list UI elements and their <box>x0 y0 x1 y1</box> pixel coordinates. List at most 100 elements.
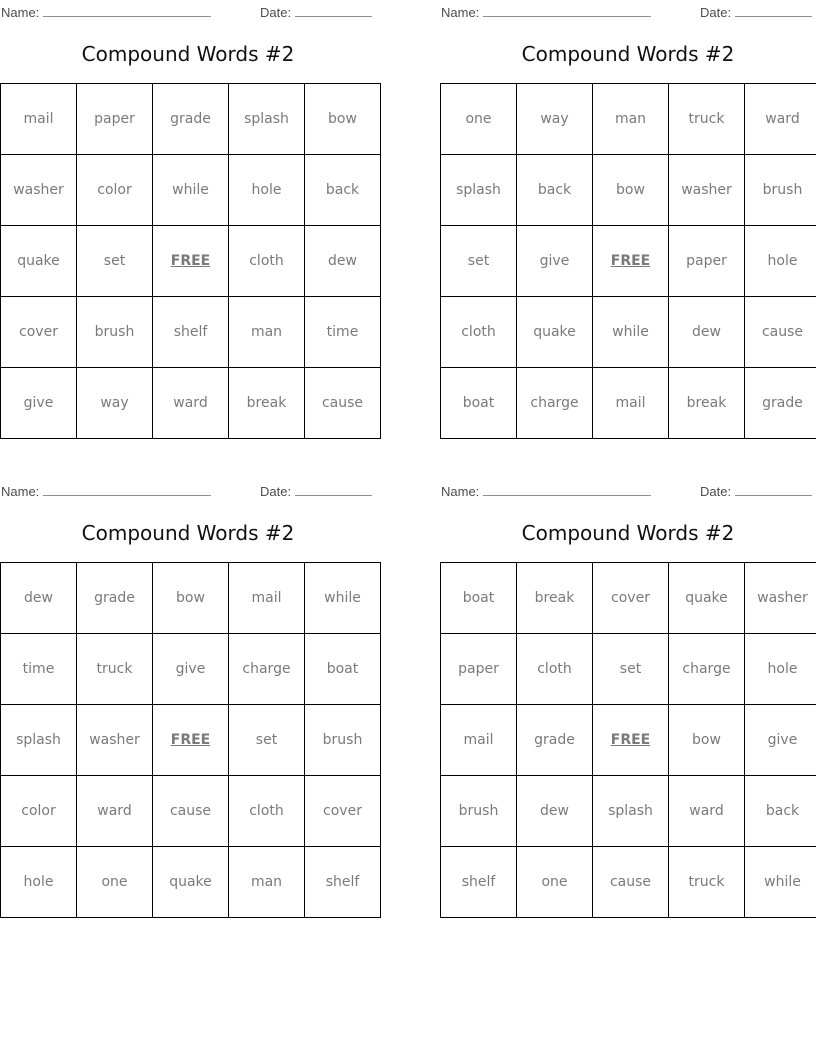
bingo-cell: dew <box>304 225 381 297</box>
bingo-cell: cloth <box>228 225 305 297</box>
bingo-cell: cause <box>744 296 816 368</box>
date-label: Date: <box>260 5 292 20</box>
bingo-card: Name: Date: Compound Words #2 dew grade bo… <box>0 479 381 918</box>
bingo-cell: dew <box>0 562 77 634</box>
bingo-cell: grade <box>76 562 153 634</box>
bingo-card: Name: Date: Compound Words #2 boat break c… <box>440 479 816 918</box>
bingo-cell: hole <box>228 154 305 226</box>
bingo-cell: dew <box>668 296 745 368</box>
date-field: Date: <box>260 3 373 20</box>
bingo-cell: grade <box>152 83 229 155</box>
bingo-cell: while <box>744 846 816 918</box>
bingo-cell: boat <box>440 562 517 634</box>
name-blank-line <box>43 3 212 17</box>
bingo-cell: charge <box>668 633 745 705</box>
bingo-card: Name: Date: Compound Words #2 one way man t… <box>440 0 816 439</box>
name-field: Name: <box>1 3 212 20</box>
bingo-row: give way ward break cause <box>0 367 381 439</box>
bingo-cell: truck <box>76 633 153 705</box>
bingo-cell: give <box>744 704 816 776</box>
bingo-cell: shelf <box>440 846 517 918</box>
bingo-cell: brush <box>76 296 153 368</box>
bingo-cell: give <box>516 225 593 297</box>
bingo-cell: ward <box>152 367 229 439</box>
bingo-row: mail paper grade splash bow <box>0 83 381 155</box>
name-label: Name: <box>1 484 40 499</box>
bingo-cell: while <box>304 562 381 634</box>
bingo-cell: paper <box>440 633 517 705</box>
bingo-row: time truck give charge boat <box>0 633 381 705</box>
bingo-cell: brush <box>744 154 816 226</box>
bingo-cell: man <box>592 83 669 155</box>
bingo-cell: washer <box>744 562 816 634</box>
bingo-cell: while <box>592 296 669 368</box>
bingo-cell: way <box>516 83 593 155</box>
bingo-cell: bow <box>668 704 745 776</box>
bingo-cell: cover <box>592 562 669 634</box>
card-header: Name: Date: <box>0 3 376 21</box>
bingo-cell: quake <box>0 225 77 297</box>
card-header: Name: Date: <box>0 482 376 500</box>
date-blank-line <box>295 482 373 496</box>
bingo-cell: time <box>0 633 77 705</box>
bingo-cell: ward <box>668 775 745 847</box>
card-title: Compound Words #2 <box>521 42 735 66</box>
bingo-cell: back <box>744 775 816 847</box>
date-label: Date: <box>700 484 732 499</box>
bingo-cell: quake <box>668 562 745 634</box>
bingo-grid: one way man truck ward splash back bow washer bru… <box>440 83 816 439</box>
bingo-cell: set <box>440 225 517 297</box>
bingo-row: hole one quake man shelf <box>0 846 381 918</box>
bingo-cell: truck <box>668 83 745 155</box>
bingo-cell: paper <box>668 225 745 297</box>
bingo-row: cloth quake while dew cause <box>440 296 816 368</box>
bingo-cell: cover <box>304 775 381 847</box>
bingo-cell: man <box>228 296 305 368</box>
bingo-cell: splash <box>228 83 305 155</box>
bingo-row: paper cloth set charge hole <box>440 633 816 705</box>
bingo-row: color ward cause cloth cover <box>0 775 381 847</box>
bingo-cell: back <box>516 154 593 226</box>
bingo-cell: washer <box>76 704 153 776</box>
date-field: Date: <box>260 482 373 499</box>
bingo-cell: shelf <box>152 296 229 368</box>
bingo-cell: brush <box>440 775 517 847</box>
card-title: Compound Words #2 <box>521 521 735 545</box>
bingo-cell: mail <box>228 562 305 634</box>
bingo-row: splash washer FREE set brush <box>0 704 381 776</box>
bingo-cell: cloth <box>440 296 517 368</box>
bingo-cell: man <box>228 846 305 918</box>
bingo-cell: charge <box>516 367 593 439</box>
bingo-cell: color <box>76 154 153 226</box>
bingo-cell: while <box>152 154 229 226</box>
date-label: Date: <box>260 484 292 499</box>
bingo-row: mail grade FREE bow give <box>440 704 816 776</box>
bingo-grid: mail paper grade splash bow washer color while h… <box>0 83 381 439</box>
bingo-cell: hole <box>744 633 816 705</box>
bingo-cell: mail <box>440 704 517 776</box>
card-header: Name: Date: <box>440 482 816 500</box>
bingo-cell: ward <box>744 83 816 155</box>
card-title: Compound Words #2 <box>81 521 295 545</box>
date-field: Date: <box>700 3 813 20</box>
bingo-cell: cause <box>304 367 381 439</box>
bingo-cell: cloth <box>516 633 593 705</box>
name-blank-line <box>43 482 212 496</box>
bingo-cell: grade <box>516 704 593 776</box>
bingo-cell: mail <box>0 83 77 155</box>
bingo-cell: bow <box>152 562 229 634</box>
bingo-cell: splash <box>0 704 77 776</box>
bingo-cell: splash <box>440 154 517 226</box>
bingo-grid: boat break cover quake washer paper cloth set ch… <box>440 562 816 918</box>
bingo-row: washer color while hole back <box>0 154 381 226</box>
bingo-cell: time <box>304 296 381 368</box>
bingo-cell: one <box>440 83 517 155</box>
bingo-cell: bow <box>304 83 381 155</box>
bingo-cell: break <box>228 367 305 439</box>
bingo-row: set give FREE paper hole <box>440 225 816 297</box>
bingo-cell: hole <box>0 846 77 918</box>
bingo-cell: way <box>76 367 153 439</box>
bingo-cell: quake <box>516 296 593 368</box>
bingo-cell: truck <box>668 846 745 918</box>
